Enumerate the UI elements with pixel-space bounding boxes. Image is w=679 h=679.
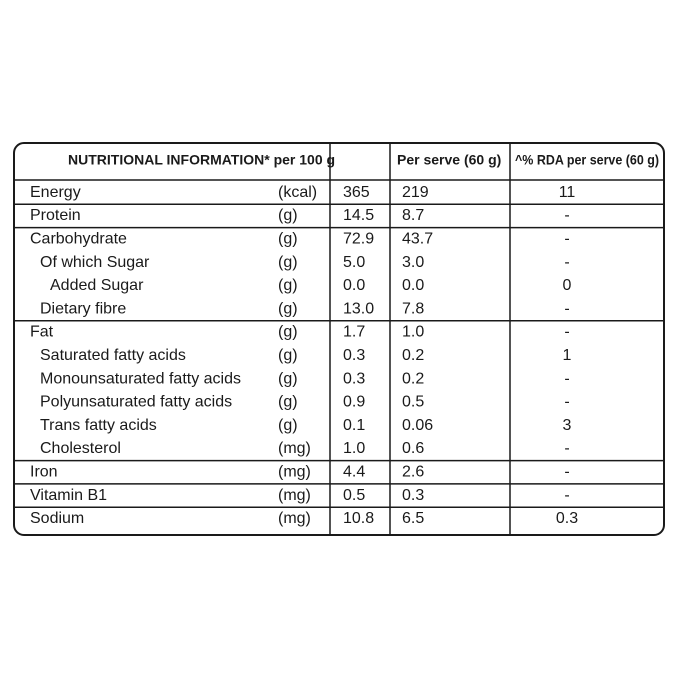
rda: - bbox=[564, 370, 569, 387]
unit: (mg) bbox=[278, 487, 311, 504]
per-100g: 0.1 bbox=[343, 417, 365, 434]
per-serve: 0.5 bbox=[402, 394, 424, 411]
rda: - bbox=[564, 324, 569, 341]
per-100g: 4.4 bbox=[343, 463, 365, 480]
per-100g: 5.0 bbox=[343, 254, 365, 271]
nutrient-name: Polyunsaturated fatty acids bbox=[40, 394, 232, 411]
unit: (g) bbox=[278, 370, 298, 387]
rda: - bbox=[564, 300, 569, 317]
rda: - bbox=[564, 440, 569, 457]
rda: - bbox=[564, 254, 569, 271]
per-100g: 0.9 bbox=[343, 394, 365, 411]
unit: (kcal) bbox=[278, 184, 317, 201]
per-serve: 43.7 bbox=[402, 230, 433, 247]
per-100g: 10.8 bbox=[343, 510, 374, 527]
per-100g: 72.9 bbox=[343, 230, 374, 247]
per-serve: 7.8 bbox=[402, 300, 424, 317]
nutrient-name: Of which Sugar bbox=[40, 254, 150, 271]
rda: - bbox=[564, 207, 569, 224]
unit: (g) bbox=[278, 394, 298, 411]
per-serve: 3.0 bbox=[402, 254, 424, 271]
per-serve: 0.06 bbox=[402, 417, 433, 434]
unit: (g) bbox=[278, 277, 298, 294]
rda: 0 bbox=[563, 277, 572, 294]
per-serve: 1.0 bbox=[402, 324, 424, 341]
unit: (mg) bbox=[278, 440, 311, 457]
rda: 1 bbox=[563, 347, 572, 364]
unit: (g) bbox=[278, 347, 298, 364]
unit: (mg) bbox=[278, 510, 311, 527]
unit: (g) bbox=[278, 300, 298, 317]
per-serve: 0.0 bbox=[402, 277, 424, 294]
per-serve: 0.3 bbox=[402, 487, 424, 504]
per-100g: 0.5 bbox=[343, 487, 365, 504]
unit: (g) bbox=[278, 207, 298, 224]
per-100g: 365 bbox=[343, 184, 370, 201]
per-100g: 1.7 bbox=[343, 324, 365, 341]
rda: - bbox=[564, 487, 569, 504]
unit: (g) bbox=[278, 417, 298, 434]
per-100g: 0.3 bbox=[343, 347, 365, 364]
per-serve: 0.2 bbox=[402, 347, 424, 364]
rda: - bbox=[564, 463, 569, 480]
nutrient-name: Monounsaturated fatty acids bbox=[40, 370, 241, 387]
per-100g: 0.0 bbox=[343, 277, 365, 294]
header-nutrient: NUTRITIONAL INFORMATION* per 100 g bbox=[68, 152, 335, 168]
nutrient-name: Carbohydrate bbox=[30, 230, 127, 247]
table-border bbox=[13, 142, 665, 536]
rda: 3 bbox=[563, 417, 572, 434]
nutrient-name: Cholesterol bbox=[40, 440, 121, 457]
nutrient-name: Dietary fibre bbox=[40, 300, 126, 317]
rda: 11 bbox=[559, 184, 576, 201]
nutrient-name: Protein bbox=[30, 207, 81, 224]
nutrient-name: Energy bbox=[30, 184, 81, 201]
header-rda: ^% RDA per serve (60 g) bbox=[515, 152, 659, 168]
nutrient-name: Added Sugar bbox=[50, 277, 144, 294]
nutrient-name: Iron bbox=[30, 463, 58, 480]
nutrient-name: Fat bbox=[30, 324, 54, 341]
per-serve: 8.7 bbox=[402, 207, 424, 224]
unit: (mg) bbox=[278, 463, 311, 480]
per-serve: 0.6 bbox=[402, 440, 424, 457]
header-per-serve: Per serve (60 g) bbox=[397, 152, 501, 168]
rda: - bbox=[564, 230, 569, 247]
per-serve: 0.2 bbox=[402, 370, 424, 387]
rda: 0.3 bbox=[556, 510, 578, 527]
per-serve: 6.5 bbox=[402, 510, 424, 527]
per-100g: 1.0 bbox=[343, 440, 365, 457]
per-100g: 14.5 bbox=[343, 207, 374, 224]
nutrient-name: Vitamin B1 bbox=[30, 487, 107, 504]
unit: (g) bbox=[278, 324, 298, 341]
per-serve: 2.6 bbox=[402, 463, 424, 480]
rda: - bbox=[564, 394, 569, 411]
unit: (g) bbox=[278, 230, 298, 247]
nutrient-name: Sodium bbox=[30, 510, 84, 527]
per-100g: 0.3 bbox=[343, 370, 365, 387]
unit: (g) bbox=[278, 254, 298, 271]
per-100g: 13.0 bbox=[343, 300, 374, 317]
nutrient-name: Trans fatty acids bbox=[40, 417, 157, 434]
nutrient-name: Saturated fatty acids bbox=[40, 347, 186, 364]
per-serve: 219 bbox=[402, 184, 429, 201]
